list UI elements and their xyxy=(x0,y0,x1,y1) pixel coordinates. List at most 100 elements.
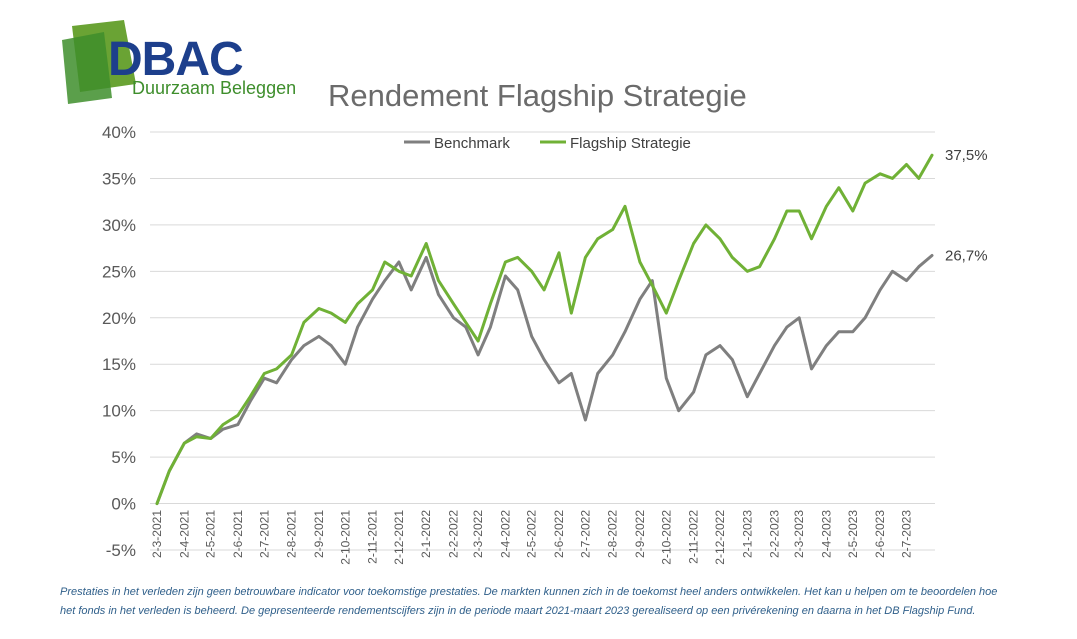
data-point xyxy=(356,325,359,329)
data-point xyxy=(168,469,171,473)
data-point xyxy=(504,274,507,278)
x-tick-label: 2-6-2022 xyxy=(552,510,566,558)
data-point xyxy=(837,186,840,189)
footnote-line-1: Prestaties in het verleden zijn geen bet… xyxy=(60,586,998,598)
data-point xyxy=(221,423,225,426)
data-point xyxy=(236,423,240,426)
data-point xyxy=(476,339,480,343)
data-point xyxy=(557,381,561,384)
data-point xyxy=(183,441,186,445)
x-tick-label: 2-3-2023 xyxy=(792,510,806,558)
data-point xyxy=(758,372,761,375)
y-tick-label: 15% xyxy=(102,355,136,374)
data-point xyxy=(570,372,573,375)
data-point xyxy=(930,254,934,257)
data-point xyxy=(584,418,587,422)
data-point xyxy=(263,376,266,380)
data-point xyxy=(317,307,321,310)
data-point xyxy=(851,330,855,333)
x-tick-label: 2-3-2021 xyxy=(150,510,164,558)
y-tick-label: 35% xyxy=(102,169,136,188)
y-tick-label: 20% xyxy=(102,309,136,328)
data-point xyxy=(356,302,359,306)
data-point xyxy=(424,256,428,259)
data-point xyxy=(464,321,467,324)
data-point xyxy=(785,209,789,213)
data-point xyxy=(825,205,828,208)
x-tick-label: 2-2-2023 xyxy=(768,510,782,558)
data-point xyxy=(665,376,668,380)
x-tick-label: 2-8-2021 xyxy=(285,510,299,558)
data-point xyxy=(275,367,278,371)
y-tick-label: 5% xyxy=(111,448,136,467)
data-point xyxy=(504,260,507,264)
data-point xyxy=(611,353,614,357)
disclaimer-footnote: Prestaties in het verleden zijn geen bet… xyxy=(60,583,1060,621)
series-line xyxy=(155,153,934,506)
data-point xyxy=(371,298,374,301)
x-tick-label: 2-4-2021 xyxy=(177,510,191,558)
data-point xyxy=(397,260,401,264)
data-point xyxy=(731,358,734,361)
x-tick-label: 2-11-2022 xyxy=(687,510,701,564)
data-point xyxy=(785,325,789,329)
data-point xyxy=(476,353,480,357)
data-point xyxy=(878,172,882,175)
y-tick-label: 25% xyxy=(102,262,136,281)
data-point xyxy=(746,270,749,273)
data-point xyxy=(758,265,761,268)
data-point xyxy=(797,316,801,319)
series-end-label: 26,7% xyxy=(945,248,988,265)
x-tick-label: 2-1-2022 xyxy=(419,510,433,558)
logo-wordmark: DBAC xyxy=(108,33,244,86)
data-point xyxy=(596,372,599,375)
data-point xyxy=(704,223,708,227)
data-point xyxy=(584,256,587,259)
x-tick-label: 2-9-2021 xyxy=(312,510,326,558)
data-point xyxy=(570,311,573,315)
data-point xyxy=(410,274,413,278)
data-point xyxy=(731,256,734,259)
data-point xyxy=(863,316,867,319)
series-line xyxy=(155,254,934,506)
y-tick-label: 10% xyxy=(102,402,136,421)
y-tick-label: 30% xyxy=(102,216,136,235)
data-point xyxy=(329,344,333,347)
data-point xyxy=(437,293,440,296)
data-point xyxy=(692,242,695,245)
data-point xyxy=(516,256,519,259)
x-tick-label: 2-4-2022 xyxy=(498,510,512,558)
data-point xyxy=(718,344,722,347)
legend-label: Flagship Strategie xyxy=(570,135,691,152)
data-point xyxy=(665,311,668,315)
data-point xyxy=(155,502,159,505)
footnote-line-2: het fonds in het verleden is beheerd. De… xyxy=(60,605,976,617)
x-tick-label: 2-5-2023 xyxy=(846,510,860,558)
data-point xyxy=(542,288,546,292)
data-point xyxy=(773,344,776,347)
data-point xyxy=(249,400,252,403)
data-point xyxy=(825,344,828,347)
x-tick-label: 2-4-2023 xyxy=(819,510,833,558)
data-point xyxy=(704,353,708,357)
data-point xyxy=(489,325,492,329)
data-point xyxy=(596,237,599,241)
data-point xyxy=(275,381,278,384)
x-tick-label: 2-10-2021 xyxy=(338,510,352,565)
data-point xyxy=(905,163,908,166)
x-tick-label: 2-6-2021 xyxy=(231,510,245,558)
data-point xyxy=(383,279,387,282)
data-point xyxy=(317,335,321,338)
x-tick-label: 2-6-2023 xyxy=(873,510,887,558)
data-point xyxy=(810,367,813,371)
x-tick-label: 2-12-2022 xyxy=(713,510,727,565)
chart-title: Rendement Flagship Strategie xyxy=(328,78,747,113)
logo-tagline: Duurzaam Beleggen xyxy=(132,78,297,98)
x-tick-label: 2-8-2022 xyxy=(606,510,620,558)
data-point xyxy=(397,270,401,273)
x-tick-label: 2-5-2021 xyxy=(204,510,218,558)
data-point xyxy=(810,237,813,241)
data-point xyxy=(863,181,867,185)
data-point xyxy=(542,358,546,361)
data-point xyxy=(329,311,333,315)
